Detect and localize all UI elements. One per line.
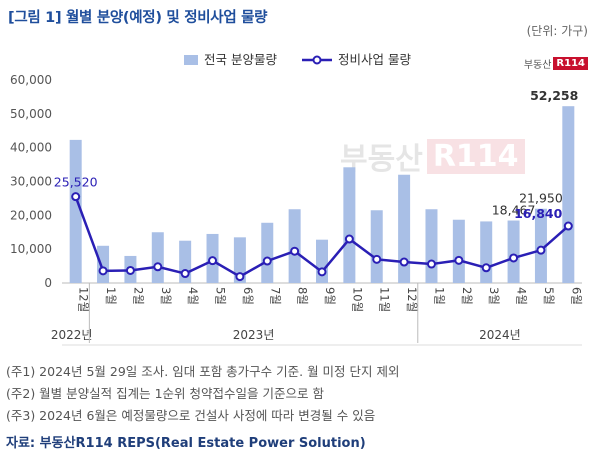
bar: [343, 167, 356, 283]
bar: [69, 139, 82, 283]
x-tick-label: 5월: [542, 287, 556, 305]
line-point: [290, 246, 300, 256]
y-tick-label: 60,000: [10, 73, 52, 87]
data-label: 18,467: [492, 203, 536, 218]
line-point: [235, 272, 245, 282]
notes: (주1) 2024년 5월 29일 조사. 임대 포함 총가구수 기준. 월 미…: [6, 361, 400, 427]
y-tick-label: 40,000: [10, 141, 52, 155]
x-tick-label: 12월: [405, 287, 419, 312]
brand-logo: 부동산 R114: [524, 56, 588, 71]
legend-line-label: 정비사업 물량: [338, 52, 411, 67]
line-point: [344, 234, 354, 244]
bar: [261, 222, 274, 283]
unit-label: (단위: 가구): [526, 24, 588, 38]
bar: [425, 209, 438, 283]
bar: [97, 245, 110, 283]
bar: [151, 232, 164, 283]
bar: [562, 106, 575, 284]
legend-line-marker: [312, 55, 322, 65]
line-point: [71, 192, 81, 202]
x-tick-label: 8월: [296, 287, 310, 305]
brand-logo-badge: R114: [553, 57, 588, 70]
bar: [316, 239, 328, 283]
line-point: [208, 256, 218, 266]
y-tick-label: 0: [44, 276, 52, 290]
line-point: [481, 263, 491, 273]
bar: [288, 209, 301, 283]
bar: [507, 220, 520, 283]
year-label: 2022년: [51, 328, 93, 342]
x-tick-label: 9월: [323, 287, 337, 305]
x-tick-label: 6월: [241, 287, 255, 305]
line-point: [180, 269, 190, 279]
line-point: [98, 266, 108, 276]
data-label: 16,840: [514, 206, 563, 221]
note-2: (주2) 월별 분양실적 집계는 1순위 청약접수일을 기준으로 함: [6, 386, 324, 401]
x-tick-label: 5월: [214, 287, 228, 305]
line-point: [563, 221, 573, 231]
data-label: 52,258: [530, 88, 578, 103]
year-label: 2023년: [233, 328, 275, 342]
line-point: [399, 257, 409, 267]
y-tick-label: 30,000: [10, 175, 52, 189]
line-point: [262, 256, 272, 266]
data-label: 21,950: [519, 191, 563, 206]
note-1: (주1) 2024년 5월 29일 조사. 임대 포함 총가구수 기준. 월 미…: [6, 364, 400, 379]
page-title: [그림 1] 월별 분양(예정) 및 정비사업 물량: [8, 10, 268, 26]
x-tick-label: 11월: [378, 287, 392, 312]
line-point: [317, 267, 327, 277]
legend-bar-label: 전국 분양물량: [204, 52, 277, 67]
x-tick-label: 3월: [159, 287, 173, 305]
y-tick-label: 10,000: [10, 242, 52, 256]
bar: [233, 237, 246, 283]
line-point: [372, 254, 382, 264]
chart: 0 10,000 20,000 30,000 40,000 50,000 60,000 25,…: [10, 52, 583, 346]
bar: [480, 221, 493, 283]
bar: [370, 210, 383, 283]
x-tick-label: 7월: [268, 287, 282, 305]
legend-bar-swatch: [184, 55, 198, 65]
line-point: [426, 259, 436, 269]
note-3: (주3) 2024년 6월은 예정물량으로 건설사 사정에 따라 변경될 수 있…: [6, 408, 376, 423]
source-credit: 자료: 부동산R114 REPS(Real Estate Power Solut…: [6, 436, 366, 451]
x-tick-label: 4월: [186, 287, 200, 305]
brand-logo-text: 부동산: [523, 60, 552, 71]
line-point: [536, 245, 546, 255]
x-tick-label: 6월: [569, 287, 583, 305]
line-point: [509, 253, 519, 263]
line-point: [153, 262, 163, 272]
line-point: [454, 255, 464, 265]
x-tick-label: 1월: [432, 287, 446, 305]
data-label: 25,520: [54, 175, 98, 190]
year-label: 2024년: [479, 328, 521, 342]
x-tick-label: 10월: [350, 287, 364, 312]
line-point: [125, 265, 135, 275]
x-tick-label: 2월: [460, 287, 474, 305]
bar: [398, 174, 411, 283]
x-tick-label: 3월: [487, 287, 501, 305]
x-tick-label: 2월: [131, 287, 145, 305]
bar: [452, 219, 465, 283]
y-tick-label: 20,000: [10, 208, 52, 222]
x-tick-label: 4월: [515, 287, 529, 305]
x-tick-label: 1월: [104, 287, 118, 305]
y-tick-label: 50,000: [10, 107, 52, 121]
x-tick-label: 12월: [77, 287, 91, 312]
